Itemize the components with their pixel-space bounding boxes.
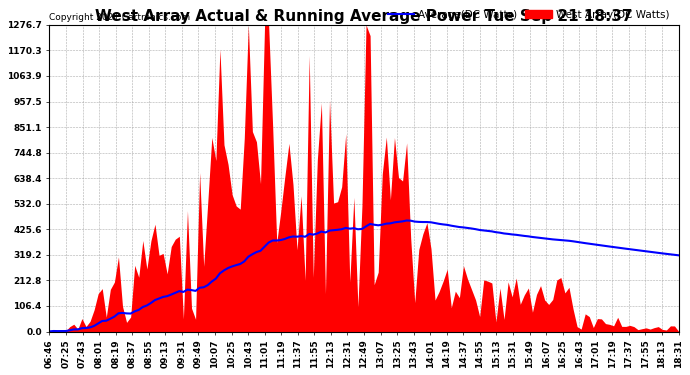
Legend: Average(DC Watts), West Array(DC Watts): Average(DC Watts), West Array(DC Watts) <box>384 6 673 24</box>
Title: West Array Actual & Running Average Power Tue Sep 21 18:37: West Array Actual & Running Average Powe… <box>95 9 633 24</box>
Text: Copyright 2021 Cartronics.com: Copyright 2021 Cartronics.com <box>50 13 190 22</box>
